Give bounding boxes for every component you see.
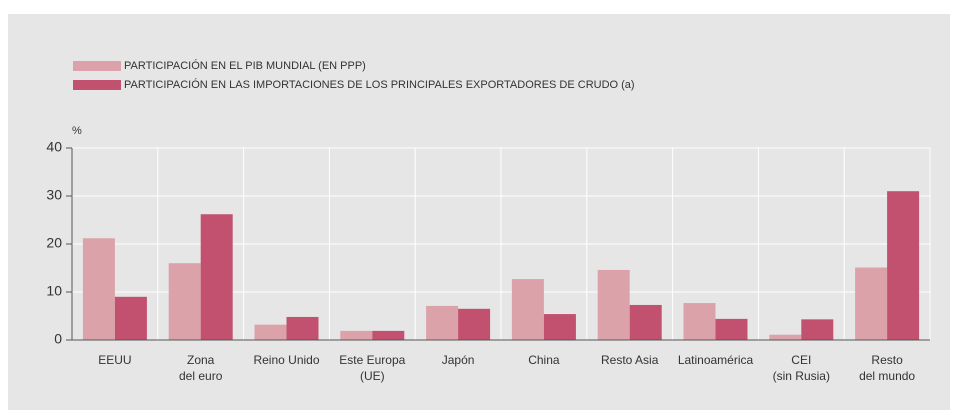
x-tick-label: Resto Asia — [601, 353, 659, 367]
x-tick-label: EEUU — [98, 353, 132, 367]
bar — [200, 214, 233, 340]
panel — [8, 14, 950, 410]
legend-swatch — [73, 80, 121, 90]
bar — [887, 191, 920, 340]
bar — [458, 308, 491, 340]
y-unit: % — [72, 125, 82, 137]
x-tick-label: Reino Unido — [253, 353, 320, 367]
y-tick-label: 30 — [46, 187, 62, 203]
x-tick-label: China — [528, 353, 560, 367]
bar — [801, 319, 834, 340]
bar — [597, 269, 630, 340]
x-tick-label: Latinoamérica — [677, 353, 754, 367]
x-tick-label: Zona del euro — [179, 353, 223, 383]
x-tick-label: Este Europa (UE) — [339, 353, 406, 383]
x-tick-label: CEI (sin Rusia) — [772, 353, 830, 383]
bar — [340, 330, 373, 340]
legend-label: PARTICIPACIÓN EN EL PIB MUNDIAL (EN PPP) — [124, 59, 366, 72]
bar — [168, 263, 201, 340]
x-tick-label: Japón — [441, 353, 475, 367]
bar — [511, 279, 544, 340]
y-tick-label: 40 — [46, 139, 62, 155]
y-tick-label: 20 — [46, 235, 62, 251]
bar — [855, 267, 888, 340]
bar — [543, 314, 576, 340]
y-tick-label: 10 — [46, 283, 62, 299]
bar — [254, 324, 287, 340]
bar — [683, 303, 716, 340]
bar — [629, 304, 662, 340]
bar — [82, 238, 115, 340]
bar — [372, 330, 405, 340]
bar — [715, 318, 748, 340]
bar — [769, 334, 802, 340]
bar — [426, 305, 459, 340]
bar — [114, 296, 147, 340]
legend-swatch — [73, 61, 121, 71]
legend-label: PARTICIPACIÓN EN LAS IMPORTACIONES DE LO… — [124, 78, 635, 91]
bar — [286, 316, 319, 340]
x-tick-label: Resto del mundo — [859, 353, 916, 383]
y-tick-label: 0 — [54, 331, 62, 347]
